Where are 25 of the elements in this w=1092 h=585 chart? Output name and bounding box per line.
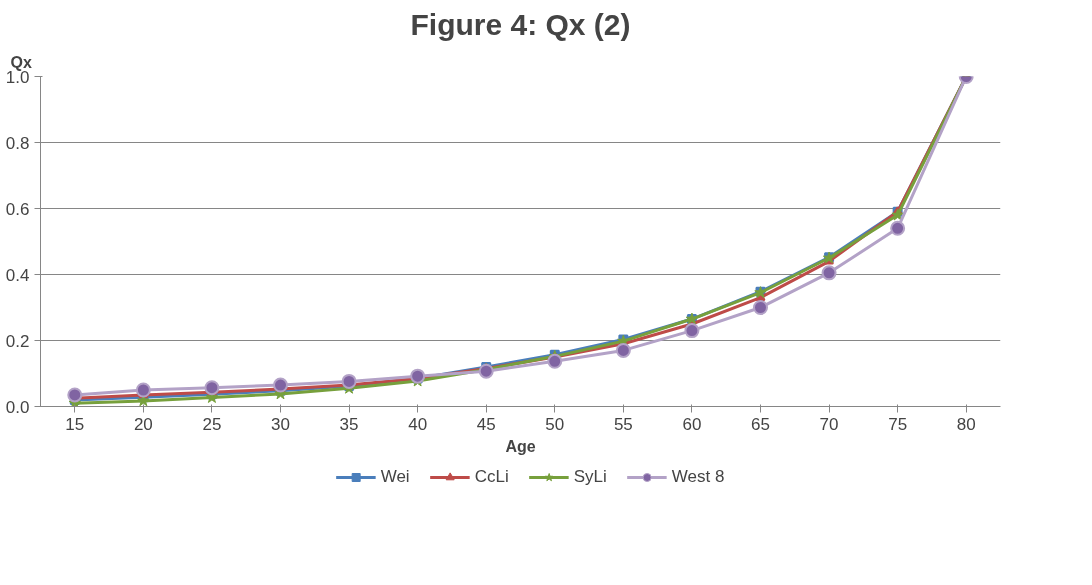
x-tick-label: 30 <box>271 414 290 434</box>
x-tick-label: 45 <box>476 414 496 434</box>
legend-label: CcLi <box>474 467 509 487</box>
x-tick-label: 75 <box>888 414 908 434</box>
legend-label: Wei <box>380 467 410 487</box>
x-tick-label: 80 <box>956 414 976 434</box>
x-tick-label: 35 <box>339 414 359 434</box>
x-tick-label: 25 <box>202 414 222 434</box>
x-tick-label: 70 <box>819 414 839 434</box>
x-tick-label: 40 <box>408 414 428 434</box>
x-tick-label: 55 <box>613 414 633 434</box>
x-tick-label: 50 <box>545 414 565 434</box>
legend-label: West 8 <box>671 467 725 487</box>
x-tick-label: 60 <box>682 414 702 434</box>
x-tick-label: 20 <box>133 414 153 434</box>
y-tick-label: 0.2 <box>5 331 30 351</box>
x-tick-label: 15 <box>65 414 85 434</box>
legend-label: SyLi <box>573 467 607 487</box>
chart-title: Figure 4: Qx (2) <box>410 7 631 41</box>
y-tick-label: 0.8 <box>5 133 30 153</box>
y-tick-label: 0.4 <box>5 265 30 285</box>
x-tick-label: 65 <box>751 414 770 434</box>
y-tick-label: 0.6 <box>5 199 30 219</box>
y-tick-label: 0.0 <box>5 397 30 417</box>
x-axis-title: Age <box>505 437 536 455</box>
